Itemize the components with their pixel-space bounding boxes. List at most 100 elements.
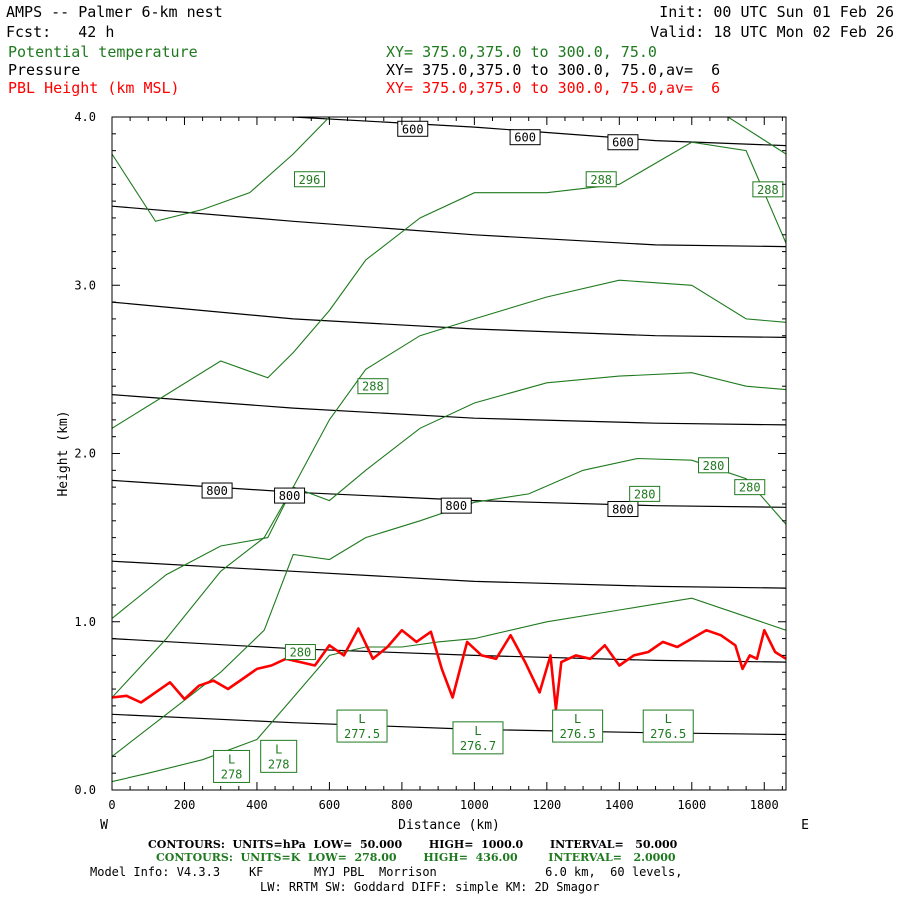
x-tick-label: 400 [246, 798, 268, 812]
legend-pbl-label: PBL Height (km MSL) [8, 79, 180, 97]
theta-contour-4 [112, 279, 786, 619]
pressure-label: 800 [201, 482, 233, 499]
low-marker-box [213, 749, 251, 783]
pressure-label-text: 800 [445, 499, 467, 513]
pressure-label-text: 600 [402, 122, 424, 136]
axes: 0 200 400 600 800 1000 1200 1400 1600 1800 0.0 1.0 2… [56, 110, 809, 833]
pbl-height-line [111, 627, 787, 711]
theta-contour-5 [112, 141, 786, 429]
theta-contour-3 [112, 372, 786, 698]
pressure-label-text: 600 [612, 136, 634, 150]
pressure-label: 800 [440, 497, 472, 514]
theta-label: 288 [585, 171, 617, 188]
pressure-label: 600 [607, 134, 639, 151]
low-marker-box [552, 709, 604, 743]
theta-label: 288 [357, 378, 389, 395]
legend-theta-label: Potential temperature [8, 43, 198, 61]
x-tick-label: 600 [319, 798, 341, 812]
x-tick-label: 1000 [460, 798, 489, 812]
model-info: Model Info: V4.3.3 KF MYJ PBL Morrison 6… [90, 865, 683, 879]
pressure-label-text: 600 [514, 131, 536, 145]
theta-label-text: 280 [290, 646, 312, 660]
pressure-contour-750 [112, 394, 786, 426]
low-marker-box [452, 721, 504, 755]
pressure-label: 600 [509, 129, 541, 146]
low-marker-letter: L [358, 712, 365, 726]
theta-label-text: 288 [590, 173, 612, 187]
pressure-label-text: 800 [206, 484, 228, 498]
x-tick-label: 1400 [605, 798, 634, 812]
theta-label-text: 280 [739, 481, 761, 495]
east-label: E [801, 818, 809, 833]
low-marker-value: 276.7 [460, 739, 496, 753]
low-marker-box [260, 739, 298, 773]
theta-label: 280 [284, 644, 316, 661]
legend-pressure-xy: XY= 375.0,375.0 to 300.0, 75.0,av= 6 [386, 61, 721, 79]
y-tick-label: 3.0 [74, 278, 96, 292]
pressure-label-box [607, 134, 639, 151]
legend-pressure-label: Pressure [8, 61, 81, 79]
legend-theta-xy: XY= 375.0,375.0 to 300.0, 75.0 [386, 43, 657, 61]
theta-label-box [585, 171, 617, 188]
theta-contour-info: CONTOURS: UNITS=K LOW= 278.00 HIGH= 436.… [156, 851, 676, 864]
pressure-contour-info: CONTOURS: UNITS=hPa LOW= 50.000 HIGH= 10… [148, 838, 678, 851]
theta-label-box [293, 171, 325, 188]
theta-label-box [698, 457, 730, 474]
theta-contour-6 [112, 117, 786, 222]
low-marker-value: 276.5 [560, 727, 596, 741]
x-tick-label: 800 [391, 798, 413, 812]
theta-label: 280 [629, 485, 661, 502]
pressure-contour-600 [286, 117, 786, 147]
pressure-contour-800 [112, 479, 786, 508]
theta-contours [112, 117, 786, 783]
pressure-contour-650 [112, 205, 786, 248]
theta-label: 280 [698, 457, 730, 474]
theta-label-box [284, 644, 316, 661]
theta-label: 296 [293, 171, 325, 188]
x-tick-label: 1600 [677, 798, 706, 812]
valid-time: Valid: 18 UTC Mon 02 Feb 26 [650, 23, 894, 41]
theta-label-text: 280 [634, 487, 656, 501]
theta-label: 288 [752, 181, 784, 198]
low-marker-letter: L [228, 752, 235, 766]
model-info-physics: LW: RRTM SW: Goddard DIFF: simple KM: 2D… [260, 880, 600, 894]
pressure-label-box [607, 501, 639, 518]
low-marker-letter: L [574, 712, 581, 726]
low-marker-letter: L [665, 712, 672, 726]
pressure-label-box [509, 129, 541, 146]
pressure-label: 800 [607, 501, 639, 518]
pressure-contour-850 [112, 560, 786, 589]
theta-contour-1 [112, 597, 786, 783]
x-tick-label: 0 [108, 798, 115, 812]
y-tick-label: 0.0 [74, 783, 96, 797]
pressure-label-text: 800 [279, 489, 301, 503]
pressure-label: 600 [397, 120, 429, 137]
theta-label-box [752, 181, 784, 198]
low-marker-letter: L [474, 724, 481, 738]
low-marker-box [642, 709, 694, 743]
theta-label-box [629, 485, 661, 502]
pressure-label-text: 800 [612, 503, 634, 517]
y-tick-label: 1.0 [74, 615, 96, 629]
west-label: W [100, 818, 108, 833]
theta-contour-2 [112, 457, 786, 757]
pbl-series [111, 627, 787, 711]
forecast-hour: Fcst: 42 h [6, 23, 115, 41]
pressure-label-box [440, 497, 472, 514]
low-marker-box [336, 709, 388, 743]
x-tick-label: 1200 [532, 798, 561, 812]
x-axis-label: Distance (km) [398, 818, 500, 833]
low-marker-value: 278 [268, 757, 290, 771]
x-tick-label: 200 [174, 798, 196, 812]
low-marker-value: 277.5 [344, 727, 380, 741]
contour-labels: 600 600 600 800 800 800 800 296 288 288 288 280 280 2… [201, 120, 784, 783]
theta-label-text: 296 [299, 173, 321, 187]
legend-pbl-xy: XY= 375.0,375.0 to 300.0, 75.0,av= 6 [386, 79, 721, 97]
y-axis-label: Height (km) [56, 410, 71, 496]
